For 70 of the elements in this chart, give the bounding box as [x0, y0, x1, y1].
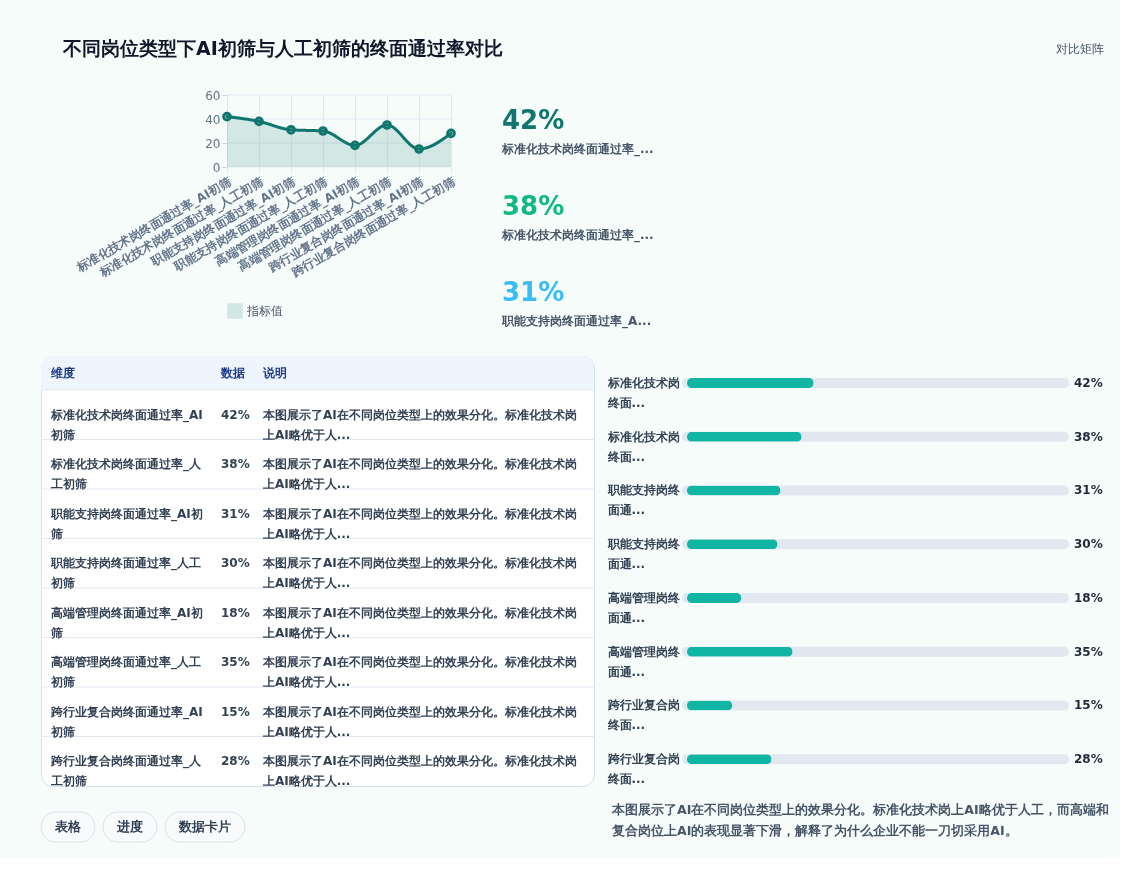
y-tick-label: 标准化技术岗终面...: [606, 375, 680, 410]
text: 数据卡片: [178, 819, 231, 834]
legend-label: 指标值: [246, 304, 283, 318]
point: [382, 120, 392, 130]
point: [446, 128, 456, 139]
data-label: 28%: [1074, 752, 1103, 767]
category-label: 职能支持岗终面通过率_A...: [501, 314, 652, 329]
point: [350, 140, 360, 151]
category-label: 职能支持岗终面通过率_AI初筛: [50, 506, 203, 541]
bar: [687, 377, 814, 388]
y-tick-label: 40: [205, 112, 221, 127]
y-tick-label: 高端管理岗终面通...: [606, 644, 681, 679]
data-label: 31%: [1074, 483, 1103, 498]
data-label: 31%: [502, 277, 565, 307]
text: 本图展示了AI在不同岗位类型上的效果分化。标准化技术岗上AI略优于人...: [262, 655, 577, 690]
y-tick-label: 跨行业复合岗终面...: [606, 698, 680, 733]
data-label: 28%: [221, 754, 250, 769]
category-label: 标准化技术岗终面通过率_人工初筛: [50, 457, 202, 492]
point: [414, 144, 424, 154]
data-label: 31%: [221, 506, 250, 521]
text: 表格: [54, 819, 82, 834]
text: 说明: [262, 366, 287, 380]
data-label: 15%: [221, 704, 250, 719]
text: 本图展示了AI在不同岗位类型上的效果分化。标准化技术岗上AI略优于人...: [262, 754, 577, 789]
text: 本图展示了AI在不同岗位类型上的效果分化。标准化技术岗上AI略优于人...: [262, 407, 577, 442]
category-label: 跨行业复合岗终面通过率_人工初筛: [50, 754, 202, 789]
data-label: 42%: [221, 407, 250, 422]
text: 数据: [220, 366, 245, 380]
text: 本图展示了AI在不同岗位类型上的效果分化。标准化技术岗上AI略优于人...: [262, 605, 577, 640]
text: 本图展示了AI在不同岗位类型上的效果分化。标准化技术岗上AI略优于人工，而高端和复合岗位上AI的表现显著下滑，解释了为什么企业不能一刀切采用AI。: [611, 802, 1109, 838]
text: 不同岗位类型下AI初筛与人工初筛的终面通过率对比: [62, 37, 503, 59]
text: 本图展示了AI在不同岗位类型上的效果分化。标准化技术岗上AI略优于人...: [262, 457, 577, 492]
data-label: 42%: [1074, 375, 1103, 390]
data-label: 38%: [221, 457, 250, 472]
text: 本图展示了AI在不同岗位类型上的效果分化。标准化技术岗上AI略优于人...: [262, 506, 577, 541]
text: 维度: [50, 366, 75, 380]
y-tick-label: 职能支持岗终面通...: [606, 537, 681, 572]
category-label: 高端管理岗终面通过率_人工初筛: [50, 655, 201, 690]
category-label: 标准化技术岗终面通过率_AI初筛: [50, 407, 203, 442]
y-tick-label: 标准化技术岗终面...: [606, 429, 680, 464]
data-label: 38%: [1074, 429, 1103, 444]
data-label: 30%: [221, 556, 250, 571]
text: 本图展示了AI在不同岗位类型上的效果分化。标准化技术岗上AI略优于人...: [262, 704, 577, 739]
data-label: 30%: [1074, 537, 1103, 552]
y-tick-label: 高端管理岗终面通...: [606, 590, 681, 625]
data-label: 18%: [1074, 590, 1103, 605]
y-tick-label: 20: [205, 136, 221, 151]
category-label: 标准化技术岗终面通过率_...: [501, 228, 654, 243]
data-label: 18%: [221, 605, 250, 620]
data-label: 35%: [221, 655, 250, 670]
point: [254, 116, 264, 127]
data-label: 42%: [502, 105, 565, 135]
data-label: 15%: [1074, 698, 1103, 713]
point: [286, 124, 296, 135]
y-tick-label: 60: [205, 88, 221, 103]
text: 对比矩阵: [1056, 42, 1104, 56]
y-tick-label: 职能支持岗终面通...: [606, 483, 681, 518]
bar: [687, 592, 742, 603]
point: [222, 111, 232, 122]
category-label: 高端管理岗终面通过率_AI初筛: [50, 605, 203, 640]
data-label: 35%: [1074, 644, 1103, 659]
text: 本图展示了AI在不同岗位类型上的效果分化。标准化技术岗上AI略优于人...: [262, 556, 577, 591]
category-label: 标准化技术岗终面通过率_...: [501, 142, 654, 157]
y-tick-label: 0: [212, 160, 221, 175]
text: 进度: [116, 819, 143, 834]
point: [318, 126, 328, 136]
category-label: 跨行业复合岗终面通过率_AI初筛: [50, 704, 203, 739]
category-label: 职能支持岗终面通过率_人工初筛: [50, 556, 201, 591]
data-label: 38%: [502, 191, 565, 221]
y-tick-label: 跨行业复合岗终面...: [606, 752, 680, 787]
